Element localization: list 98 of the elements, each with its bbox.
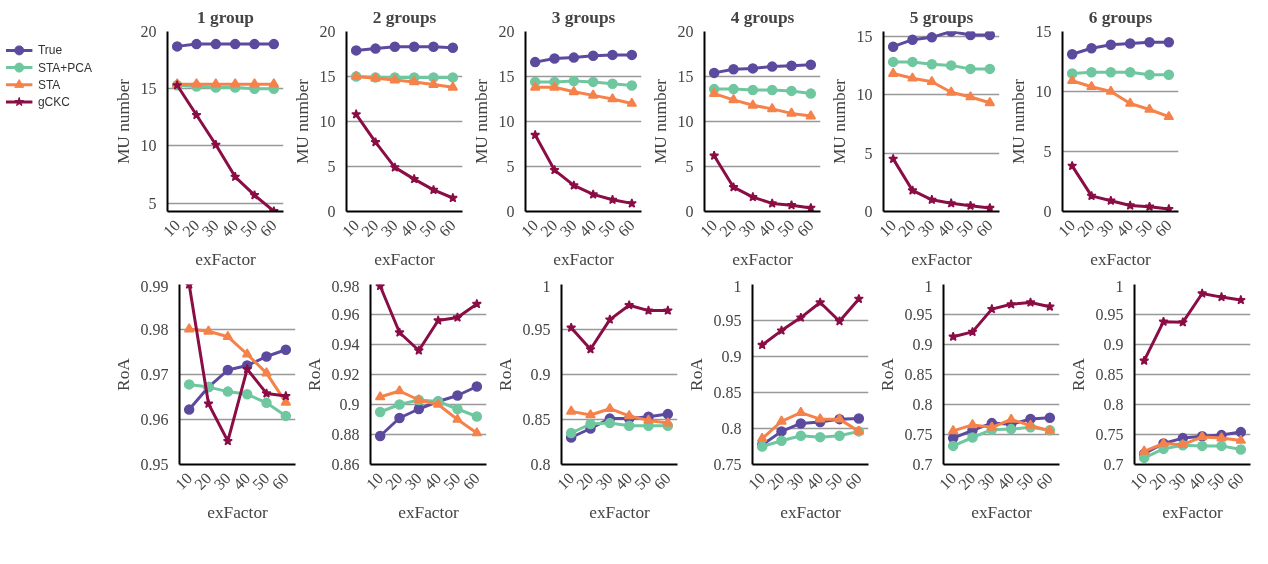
y-tick-label: 5 bbox=[148, 194, 157, 212]
y-tick-label: 0.95 bbox=[904, 306, 933, 323]
y-tick-label: 0.97 bbox=[140, 366, 169, 383]
x-axis-title: exFactor bbox=[780, 502, 842, 522]
y-tick-label: 0.98 bbox=[140, 321, 169, 338]
y-tick-label: 0.98 bbox=[331, 277, 360, 295]
y-tick-label: 5 bbox=[327, 158, 336, 175]
y-tick-label: 0.94 bbox=[331, 336, 360, 353]
y-tick-label: 0.95 bbox=[713, 312, 742, 329]
y-axis-title: MU number bbox=[1008, 78, 1028, 165]
y-tick-label: 5 bbox=[685, 158, 694, 175]
y-tick-label: 15 bbox=[498, 68, 515, 85]
y-tick-label: 0.9 bbox=[1103, 336, 1124, 353]
y-tick-label: 5 bbox=[506, 158, 515, 175]
y-tick-label: 5 bbox=[1043, 143, 1052, 160]
y-tick-label: 1 bbox=[542, 277, 551, 295]
y-tick-label: 0 bbox=[506, 203, 515, 220]
legend-label: STA bbox=[37, 77, 61, 92]
y-tick-label: 0.85 bbox=[713, 384, 742, 401]
y-tick-label: 0 bbox=[327, 203, 336, 220]
y-tick-label: 15 bbox=[140, 80, 157, 98]
y-tick-label: 0.8 bbox=[721, 420, 742, 437]
y-axis-title: RoA bbox=[113, 357, 133, 391]
y-tick-label: 10 bbox=[498, 113, 515, 130]
x-axis-title: exFactor bbox=[195, 249, 257, 269]
y-tick-label: 0.85 bbox=[904, 366, 933, 383]
y-tick-label: 0.8 bbox=[530, 456, 551, 473]
y-axis-title: RoA bbox=[1068, 357, 1088, 391]
y-axis-title: RoA bbox=[495, 357, 515, 391]
y-tick-label: 15 bbox=[677, 68, 694, 85]
y-axis-title: MU number bbox=[113, 78, 133, 165]
y-axis-title: MU number bbox=[471, 78, 491, 165]
legend-label: True bbox=[37, 43, 63, 58]
y-tick-label: 0.9 bbox=[912, 336, 933, 353]
chart-title: 4 groups bbox=[730, 7, 795, 27]
x-axis-title: exFactor bbox=[1162, 502, 1224, 522]
y-tick-label: 0.7 bbox=[912, 456, 933, 473]
y-tick-label: 0.9 bbox=[530, 366, 551, 383]
y-axis-title: MU number bbox=[650, 78, 670, 165]
y-tick-label: 0 bbox=[864, 203, 873, 220]
y-tick-label: 0.75 bbox=[904, 426, 933, 443]
y-tick-label: 0.95 bbox=[522, 321, 551, 338]
chart-title: 2 groups bbox=[372, 7, 437, 27]
y-tick-label: 20 bbox=[319, 23, 336, 40]
chart-title: 6 groups bbox=[1088, 7, 1153, 27]
y-tick-label: 10 bbox=[140, 137, 157, 155]
y-tick-label: 15 bbox=[319, 68, 336, 85]
legend-label: gCKC bbox=[37, 94, 71, 109]
y-axis-title: RoA bbox=[877, 357, 897, 391]
y-axis-title: MU number bbox=[829, 78, 849, 165]
y-tick-label: 0.96 bbox=[331, 306, 360, 323]
y-tick-label: 1 bbox=[924, 277, 933, 295]
chart-title: 3 groups bbox=[551, 7, 616, 27]
y-tick-label: 0.85 bbox=[1095, 366, 1124, 383]
y-tick-label: 0.95 bbox=[1095, 306, 1124, 323]
x-axis-title: exFactor bbox=[1090, 249, 1152, 269]
y-tick-label: 1 bbox=[1115, 277, 1124, 295]
y-tick-label: 5 bbox=[864, 144, 873, 162]
y-tick-label: 0.8 bbox=[1103, 396, 1124, 413]
chart-title: 5 groups bbox=[909, 7, 974, 27]
y-tick-label: 0.75 bbox=[713, 456, 742, 473]
x-axis-title: exFactor bbox=[732, 249, 794, 269]
y-tick-label: 0.96 bbox=[140, 411, 169, 428]
y-tick-label: 0.75 bbox=[1095, 426, 1124, 443]
y-tick-label: 0.7 bbox=[1103, 456, 1124, 473]
y-axis-title: MU number bbox=[292, 78, 312, 165]
y-tick-label: 0.92 bbox=[331, 366, 360, 383]
x-axis-title: exFactor bbox=[911, 249, 973, 269]
x-axis-title: exFactor bbox=[398, 502, 460, 522]
y-tick-label: 0.8 bbox=[912, 396, 933, 413]
x-axis-title: exFactor bbox=[374, 249, 436, 269]
y-axis-title: RoA bbox=[304, 357, 324, 391]
y-tick-label: 10 bbox=[856, 86, 873, 104]
y-tick-label: 20 bbox=[140, 23, 157, 40]
x-axis-title: exFactor bbox=[207, 502, 269, 522]
legend-label: STA+PCA bbox=[37, 60, 93, 75]
chart-title: 1 group bbox=[197, 7, 254, 27]
x-axis-title: exFactor bbox=[589, 502, 651, 522]
x-axis-title: exFactor bbox=[971, 502, 1033, 522]
y-tick-label: 10 bbox=[319, 113, 336, 130]
y-tick-label: 0.9 bbox=[721, 348, 742, 365]
y-axis-title: RoA bbox=[686, 357, 706, 391]
y-tick-label: 1 bbox=[733, 277, 742, 295]
y-tick-label: 0.88 bbox=[331, 426, 360, 443]
x-axis-title: exFactor bbox=[553, 249, 615, 269]
y-tick-label: 15 bbox=[1035, 23, 1052, 40]
y-tick-label: 0 bbox=[1043, 203, 1052, 220]
y-tick-label: 10 bbox=[677, 113, 694, 130]
y-tick-label: 0.85 bbox=[522, 411, 551, 428]
y-tick-label: 0.86 bbox=[331, 456, 360, 473]
y-tick-label: 0.95 bbox=[140, 456, 169, 473]
y-tick-label: 20 bbox=[677, 23, 694, 40]
y-tick-label: 0 bbox=[685, 203, 694, 220]
y-tick-label: 0.99 bbox=[140, 277, 169, 295]
y-tick-label: 20 bbox=[498, 23, 515, 40]
y-tick-label: 15 bbox=[856, 27, 873, 45]
y-tick-label: 10 bbox=[1035, 83, 1052, 100]
y-tick-label: 0.9 bbox=[339, 396, 360, 413]
